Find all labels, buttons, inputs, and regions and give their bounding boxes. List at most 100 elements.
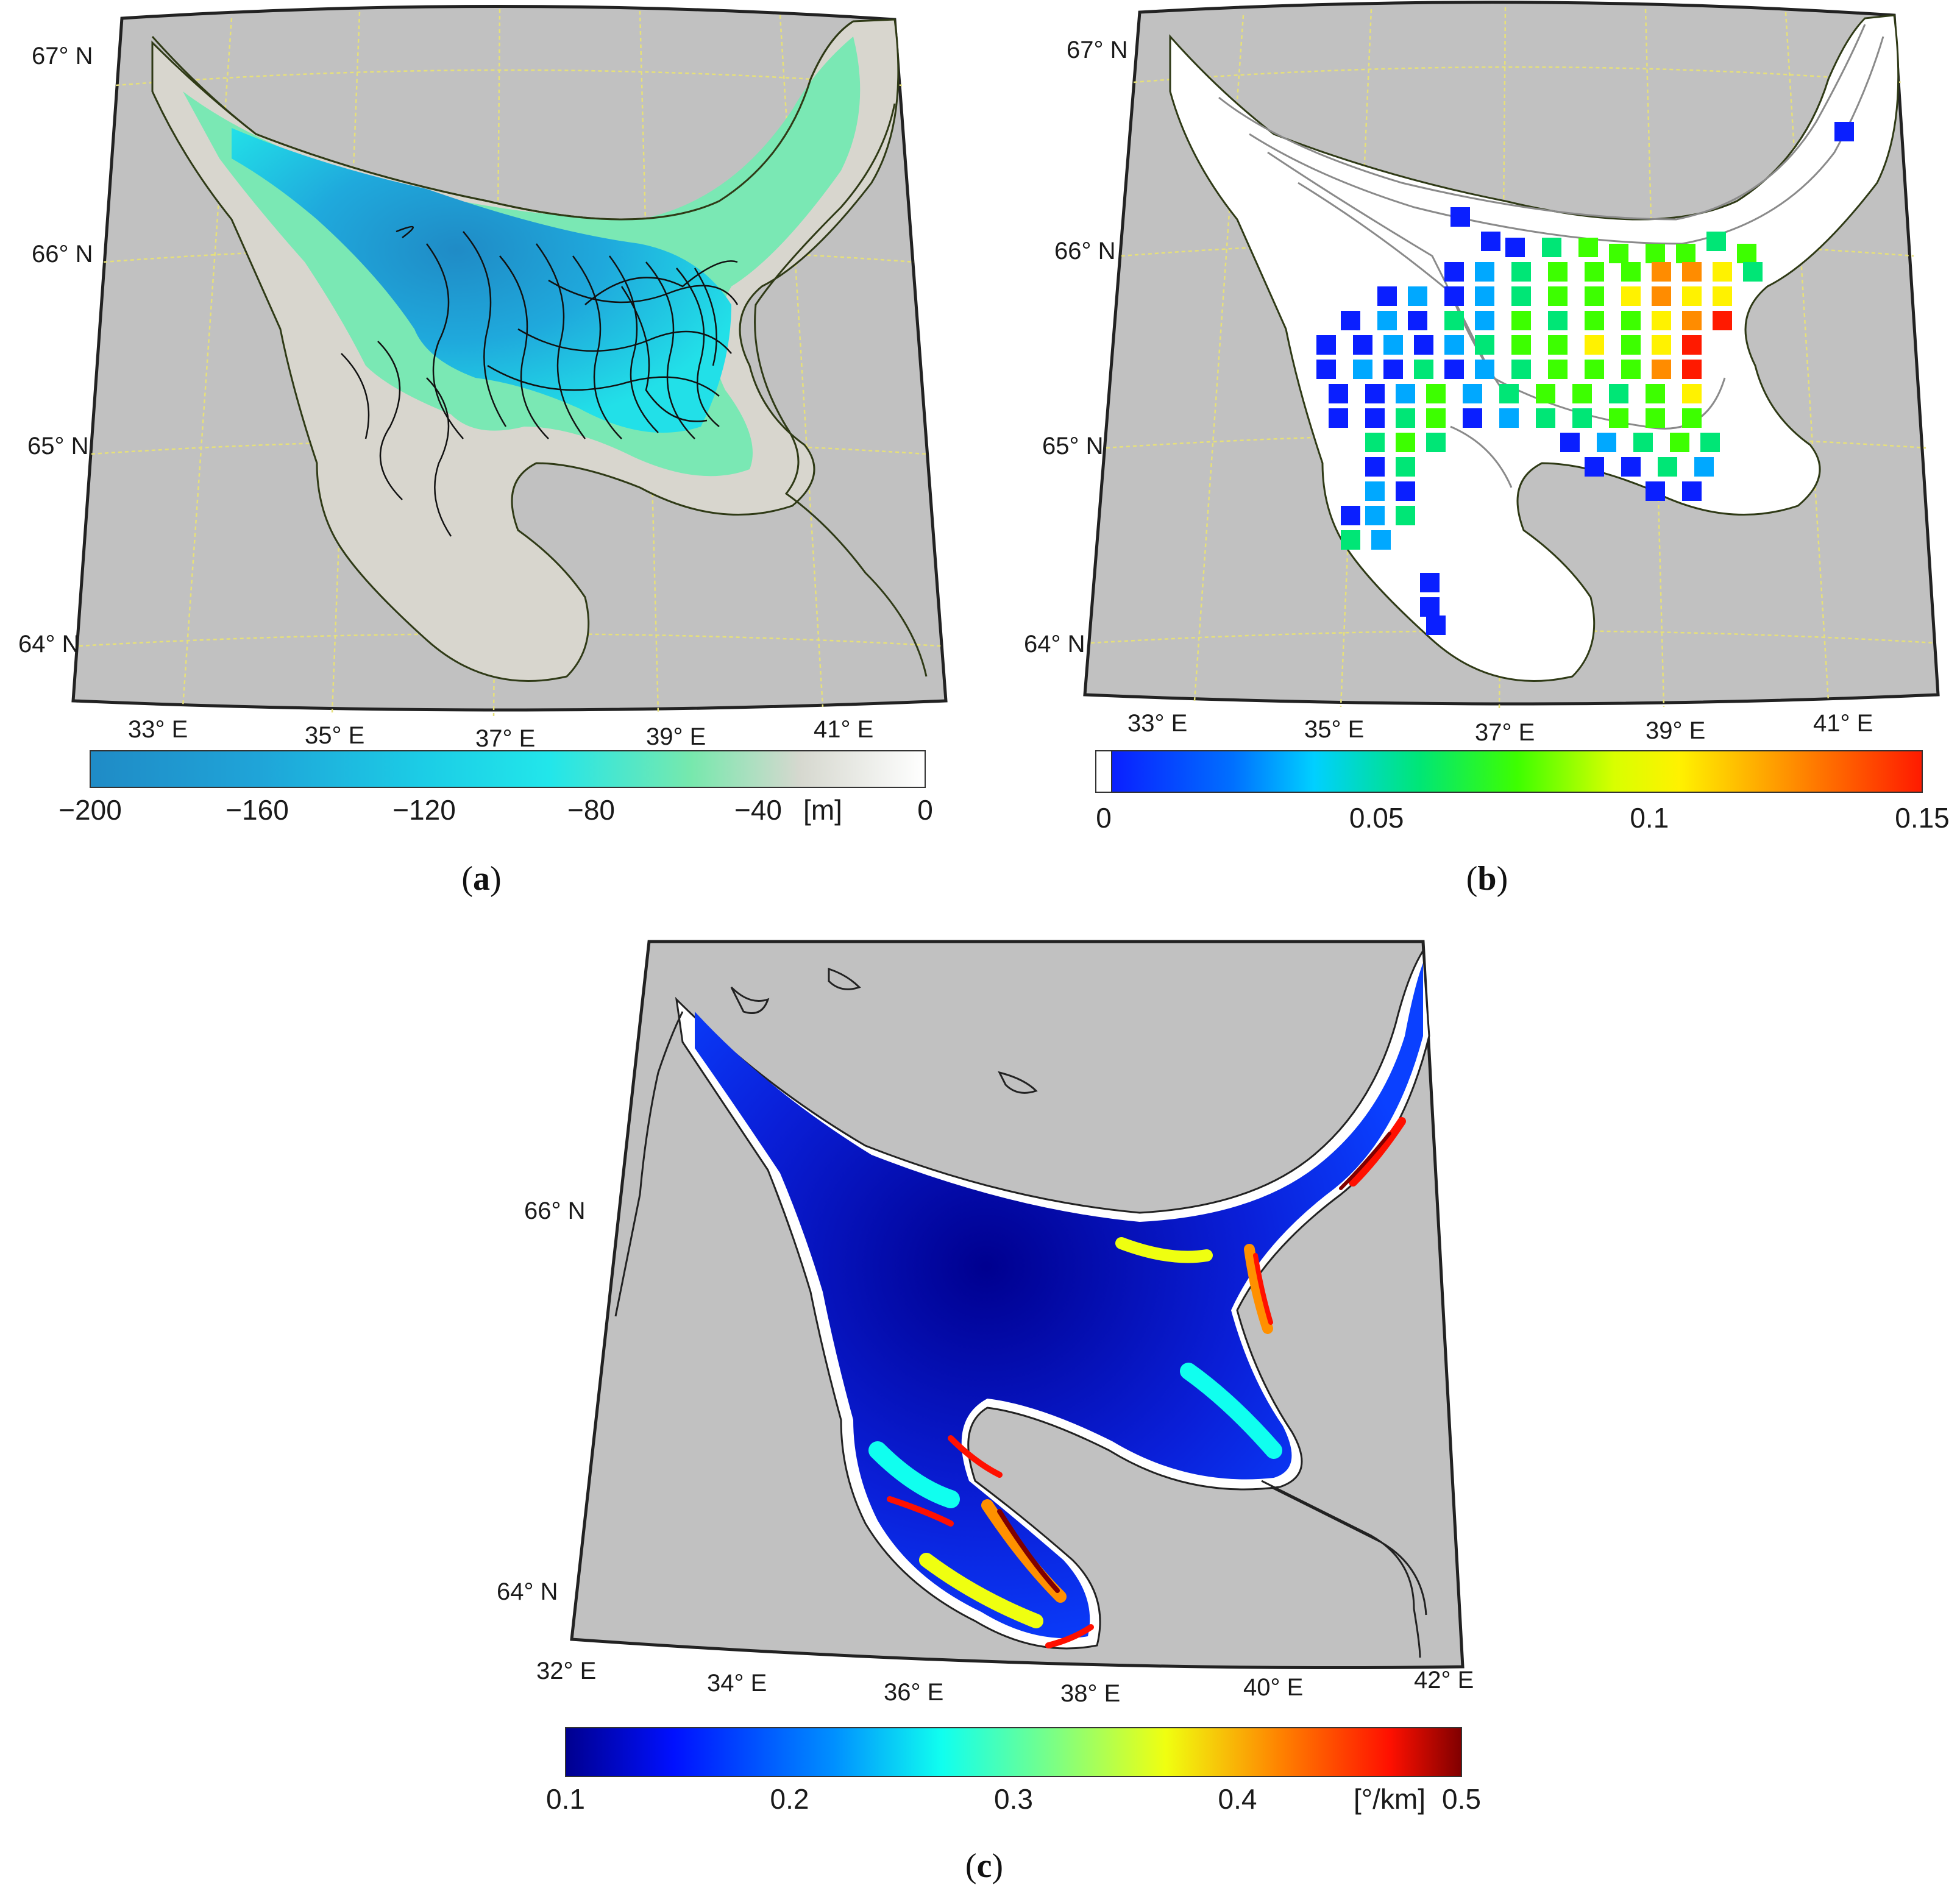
panel-c-caption-open: (: [965, 1847, 977, 1885]
panel-c-lat-label-64: 64° N: [497, 1578, 558, 1605]
ice-grid-cell: [1700, 433, 1720, 452]
panel-c-lat-label-66: 66° N: [524, 1197, 586, 1224]
ice-grid-cell: [1682, 311, 1702, 330]
ice-grid-cell: [1548, 262, 1568, 282]
ice-grid-cell: [1481, 232, 1500, 251]
ice-grid-cell: [1834, 122, 1854, 141]
ice-grid-cell: [1548, 286, 1568, 306]
ice-grid-cell: [1572, 408, 1592, 428]
panel-c-coastline: [614, 967, 1427, 1658]
ice-grid-cell: [1536, 384, 1555, 403]
ice-grid-cell: [1646, 244, 1665, 263]
panel-b-lat-label-64: 64° N: [1024, 631, 1085, 658]
ice-grid-cell: [1365, 433, 1385, 452]
ice-grid-cell: [1585, 457, 1604, 477]
panel-a-colorbar-unit: [m]: [803, 794, 842, 826]
ice-grid-cell: [1365, 384, 1385, 403]
ice-grid-cell: [1426, 433, 1446, 452]
ice-grid-cell: [1560, 433, 1580, 452]
ice-grid-cell: [1365, 457, 1385, 477]
ice-grid-cell: [1396, 481, 1415, 501]
panel-c-colorbar: [565, 1727, 1462, 1777]
colorbar-tick-label: 0.1: [1630, 802, 1669, 834]
ice-grid-cell: [1341, 530, 1360, 550]
colorbar-tick-label: −120: [392, 794, 456, 826]
panel-c-caption-letter: c: [977, 1847, 992, 1885]
panel-b-lon-label-33: 33° E: [1127, 710, 1187, 737]
ice-grid-cell: [1511, 286, 1531, 306]
ice-grid-cell: [1670, 433, 1689, 452]
ice-grid-cell: [1621, 286, 1641, 306]
panel-a-lon-label-35: 35° E: [305, 722, 364, 749]
ice-grid-cell: [1658, 457, 1677, 477]
ice-grid-cell: [1542, 238, 1561, 257]
ice-grid-cell: [1652, 262, 1671, 282]
panel-c-lon-label-42: 42° E: [1414, 1667, 1474, 1694]
ice-grid-cell: [1396, 384, 1415, 403]
panel-b-colorbar: [1111, 750, 1923, 793]
ice-grid-cell: [1499, 384, 1519, 403]
ice-grid-cell: [1621, 335, 1641, 355]
colorbar-tick-label: 0: [1096, 802, 1112, 834]
ice-grid-cell: [1621, 457, 1641, 477]
ice-grid-cell: [1475, 311, 1494, 330]
ice-grid-cell: [1408, 286, 1427, 306]
ice-grid-cell: [1652, 360, 1671, 379]
panel-c: 66° N 64° N 32° E 34° E 36° E 38° E 40° …: [497, 940, 1481, 1885]
ice-grid-cell: [1341, 311, 1360, 330]
ice-grid-cell: [1682, 360, 1702, 379]
colorbar-tick-label: −80: [567, 794, 615, 826]
ice-grid-cell: [1329, 384, 1348, 403]
colorbar-tick-label: 0.1: [546, 1783, 585, 1815]
ice-grid-cell: [1511, 311, 1531, 330]
panel-a-sea-deep: [232, 128, 731, 433]
ice-grid-cell: [1511, 360, 1531, 379]
ice-grid-cell: [1743, 262, 1763, 282]
ice-grid-cell: [1548, 335, 1568, 355]
panel-a-lat-label-67: 67° N: [32, 43, 93, 69]
ice-grid-cell: [1737, 244, 1756, 263]
ice-grid-cell: [1621, 360, 1641, 379]
colorbar-tick-label: 0.2: [770, 1783, 809, 1815]
panel-b-lat-label-67: 67° N: [1067, 37, 1128, 63]
ice-grid-cell: [1505, 238, 1525, 257]
ice-grid-cell: [1414, 335, 1433, 355]
ice-grid-cell: [1621, 311, 1641, 330]
ice-grid-cell: [1365, 481, 1385, 501]
ice-grid-cell: [1597, 433, 1616, 452]
panel-a-coastline: [151, 20, 928, 677]
ice-grid-cell: [1609, 384, 1628, 403]
ice-grid-cell: [1585, 311, 1604, 330]
ice-grid-cell: [1578, 238, 1598, 257]
ice-grid-cell: [1475, 360, 1494, 379]
panel-c-sea: [695, 963, 1423, 1639]
ice-grid-cell: [1682, 408, 1702, 428]
ice-grid-cell: [1420, 597, 1440, 617]
ice-grid-cell: [1536, 408, 1555, 428]
ice-grid-cell: [1682, 262, 1702, 282]
ice-grid-cell: [1585, 335, 1604, 355]
panel-c-colorbar-ticks: 0.1 0.2 0.3 0.4 0.5: [546, 1783, 1481, 1815]
panel-a-lat-label-66: 66° N: [32, 241, 93, 268]
ice-grid-cell: [1713, 311, 1732, 330]
ice-grid-cell: [1713, 262, 1732, 282]
panel-b-lon-label-37: 37° E: [1475, 719, 1535, 746]
panel-b-caption: (b): [1466, 860, 1508, 898]
ice-grid-cell: [1377, 286, 1397, 306]
ice-grid-cell: [1682, 384, 1702, 403]
panel-a-caption: (a): [461, 860, 501, 898]
colorbar-tick-label: 0.5: [1442, 1783, 1481, 1815]
panel-c-caption: (c): [965, 1847, 1003, 1885]
panel-c-lon-label-32: 32° E: [536, 1658, 596, 1684]
ice-grid-cell: [1713, 286, 1732, 306]
panel-b-caption-letter: b: [1477, 860, 1496, 898]
ice-grid-cell: [1329, 408, 1348, 428]
panel-b-lat-label-65: 65° N: [1042, 433, 1104, 459]
colorbar-tick-label: −160: [225, 794, 289, 826]
ice-grid-cell: [1652, 335, 1671, 355]
panel-b-lon-label-35: 35° E: [1304, 716, 1364, 743]
panel-a-caption-letter: a: [473, 860, 490, 898]
ice-grid-cell: [1316, 360, 1336, 379]
ice-grid-cell: [1450, 207, 1470, 227]
panel-b-ice-grid: [1316, 122, 1854, 635]
